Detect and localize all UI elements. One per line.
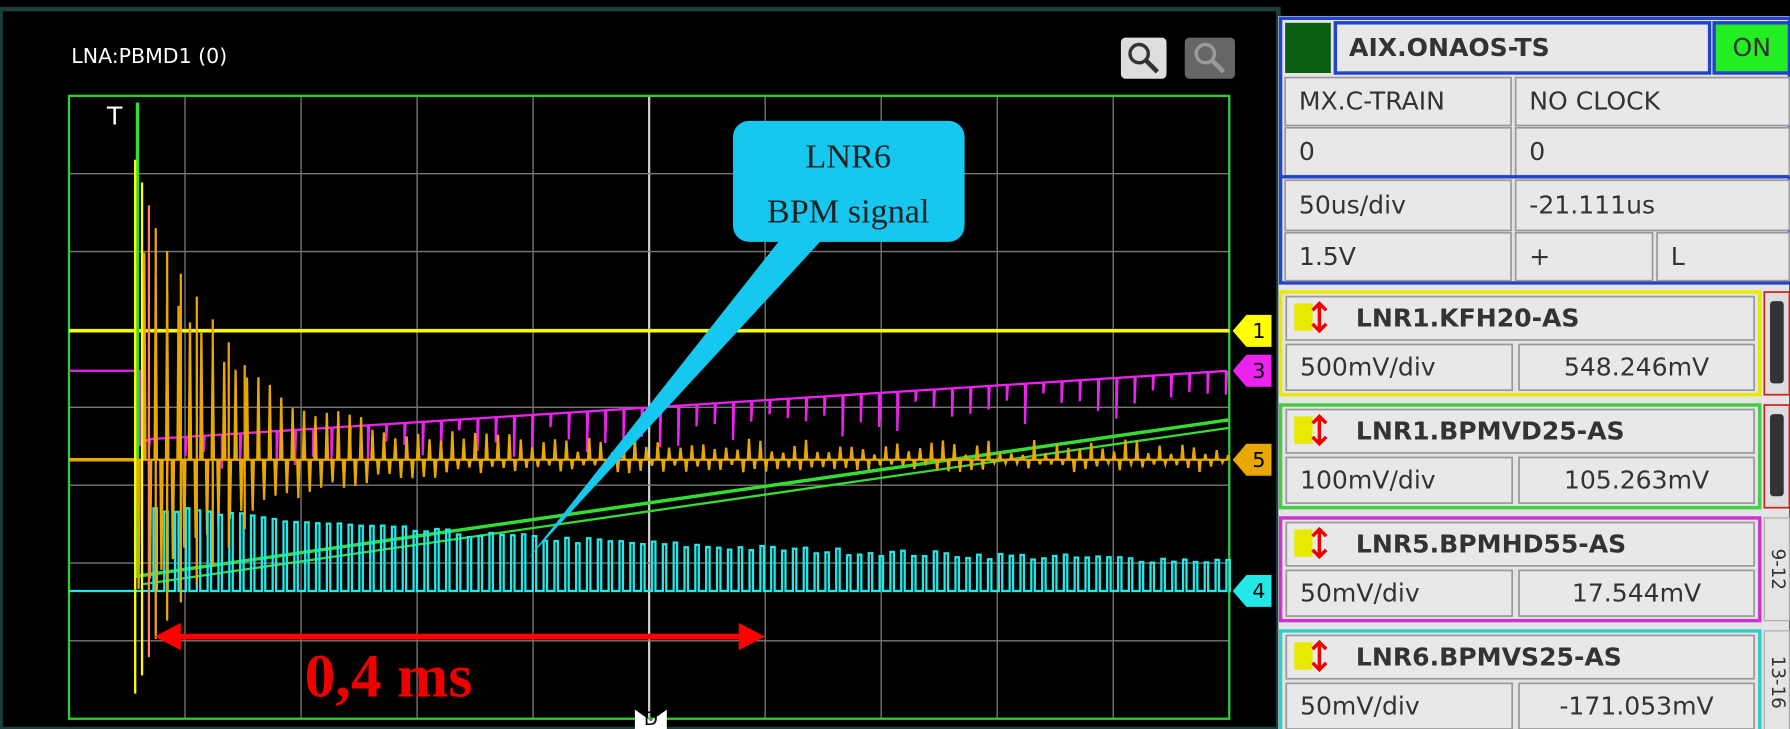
scope-frame	[1, 9, 1279, 729]
marker-label: 3	[1252, 359, 1265, 383]
channel-icon	[1294, 416, 1312, 443]
callout-line: BPM signal	[767, 193, 930, 230]
channel-name: LNR5.BPMHD55-AS	[1356, 529, 1626, 558]
status-led	[1285, 23, 1331, 73]
setting-value: +	[1529, 242, 1550, 271]
channel-offset: 105.263mV	[1564, 465, 1709, 494]
channel-icon	[1294, 642, 1312, 669]
setting-value: 50us/div	[1299, 190, 1406, 219]
marker-label: 5	[1252, 448, 1265, 472]
probe-body	[1770, 301, 1784, 383]
channel-offset: 17.544mV	[1572, 578, 1701, 607]
channel-offset: 548.246mV	[1564, 352, 1709, 381]
tab-label: 13-16	[1767, 656, 1788, 709]
setting-value: 1.5V	[1299, 242, 1356, 271]
channel-icon	[1294, 529, 1312, 556]
field	[1285, 128, 1511, 176]
zoom-out[interactable]	[1185, 38, 1235, 79]
marker-label: 1	[1252, 319, 1265, 343]
field	[1516, 128, 1790, 176]
zoom-in[interactable]	[1121, 38, 1167, 79]
tab-label: 9-12	[1767, 549, 1788, 590]
probe-body	[1770, 414, 1784, 496]
channel-name: LNR1.BPMVD25-AS	[1356, 416, 1625, 445]
channel-icon	[1294, 303, 1312, 330]
setting-value: NO CLOCK	[1529, 87, 1660, 116]
setting-value: L	[1671, 242, 1685, 271]
channel-scale: 50mV/div	[1300, 691, 1420, 720]
device-state: ON	[1733, 33, 1772, 62]
setting-value: 0	[1299, 137, 1315, 166]
interval-label: 0,4 ms	[305, 642, 473, 710]
trigger-marker: T	[106, 102, 123, 131]
delay-label: D	[644, 709, 658, 729]
setting-value: -21.111us	[1529, 190, 1655, 219]
marker-label: 4	[1252, 579, 1265, 603]
device-name: AIX.ONAOS-TS	[1349, 33, 1550, 62]
setting-value: 0	[1529, 137, 1545, 166]
scope-screen: LNA:PBMD1 (0) 1 3 5 4 T LNR6 BPM signal 0,4…	[0, 0, 1790, 729]
channel-offset: -171.053mV	[1559, 691, 1713, 720]
channel-name: LNR6.BPMVS25-AS	[1356, 642, 1622, 671]
channel-scale: 50mV/div	[1300, 578, 1420, 607]
channel-name: LNR1.KFH20-AS	[1356, 303, 1580, 332]
scope-title: LNA:PBMD1 (0)	[71, 44, 227, 68]
setting-value: MX.C-TRAIN	[1299, 87, 1445, 116]
channel-scale: 500mV/div	[1300, 352, 1436, 381]
callout-line: LNR6	[805, 139, 891, 176]
channel-scale: 100mV/div	[1300, 465, 1436, 494]
